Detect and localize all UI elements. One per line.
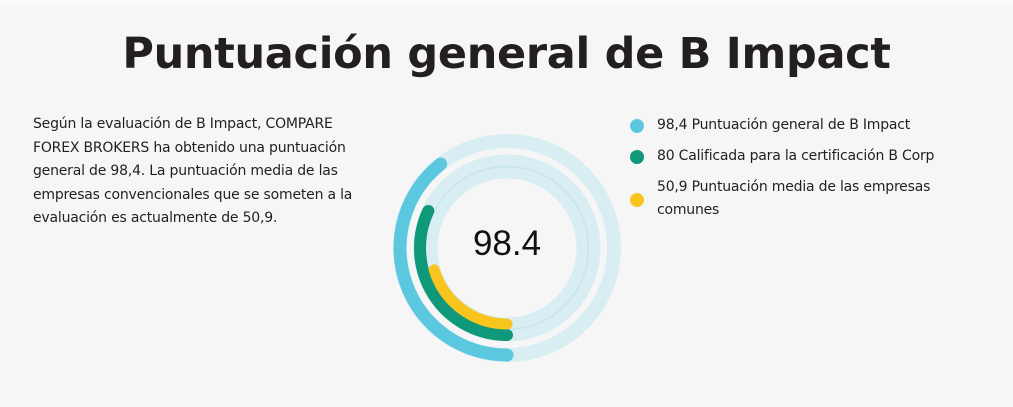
legend-dot-icon (630, 150, 644, 164)
radial-rings (393, 134, 621, 362)
legend-dot-icon (630, 193, 644, 207)
score-description: Según la evaluación de B Impact, COMPARE… (33, 116, 353, 226)
radial-score-chart (387, 128, 627, 368)
arc-overall-score (393, 157, 514, 362)
page-title: Puntuación general de B Impact (122, 29, 891, 79)
legend-label: 98,4 Puntuación general de B Impact (657, 117, 911, 133)
legend-label: 50,9 Puntuación media de las empresas co… (657, 179, 931, 218)
legend-label: 80 Calificada para la certificación B Co… (657, 148, 935, 164)
arc-average-score (428, 264, 513, 330)
legend-item-average: 50,9 Puntuación media de las empresas co… (629, 176, 989, 222)
legend-dot-icon (630, 119, 644, 133)
legend-item-overall: 98,4 Puntuación general de B Impact (629, 114, 989, 137)
legend-item-certification: 80 Calificada para la certificación B Co… (629, 145, 989, 168)
center-score-value: 98.4 (472, 224, 542, 263)
top-strip (0, 0, 1013, 5)
arc-certification-threshold (414, 204, 513, 341)
chart-legend: 98,4 Puntuación general de B Impact 80 C… (629, 114, 989, 222)
